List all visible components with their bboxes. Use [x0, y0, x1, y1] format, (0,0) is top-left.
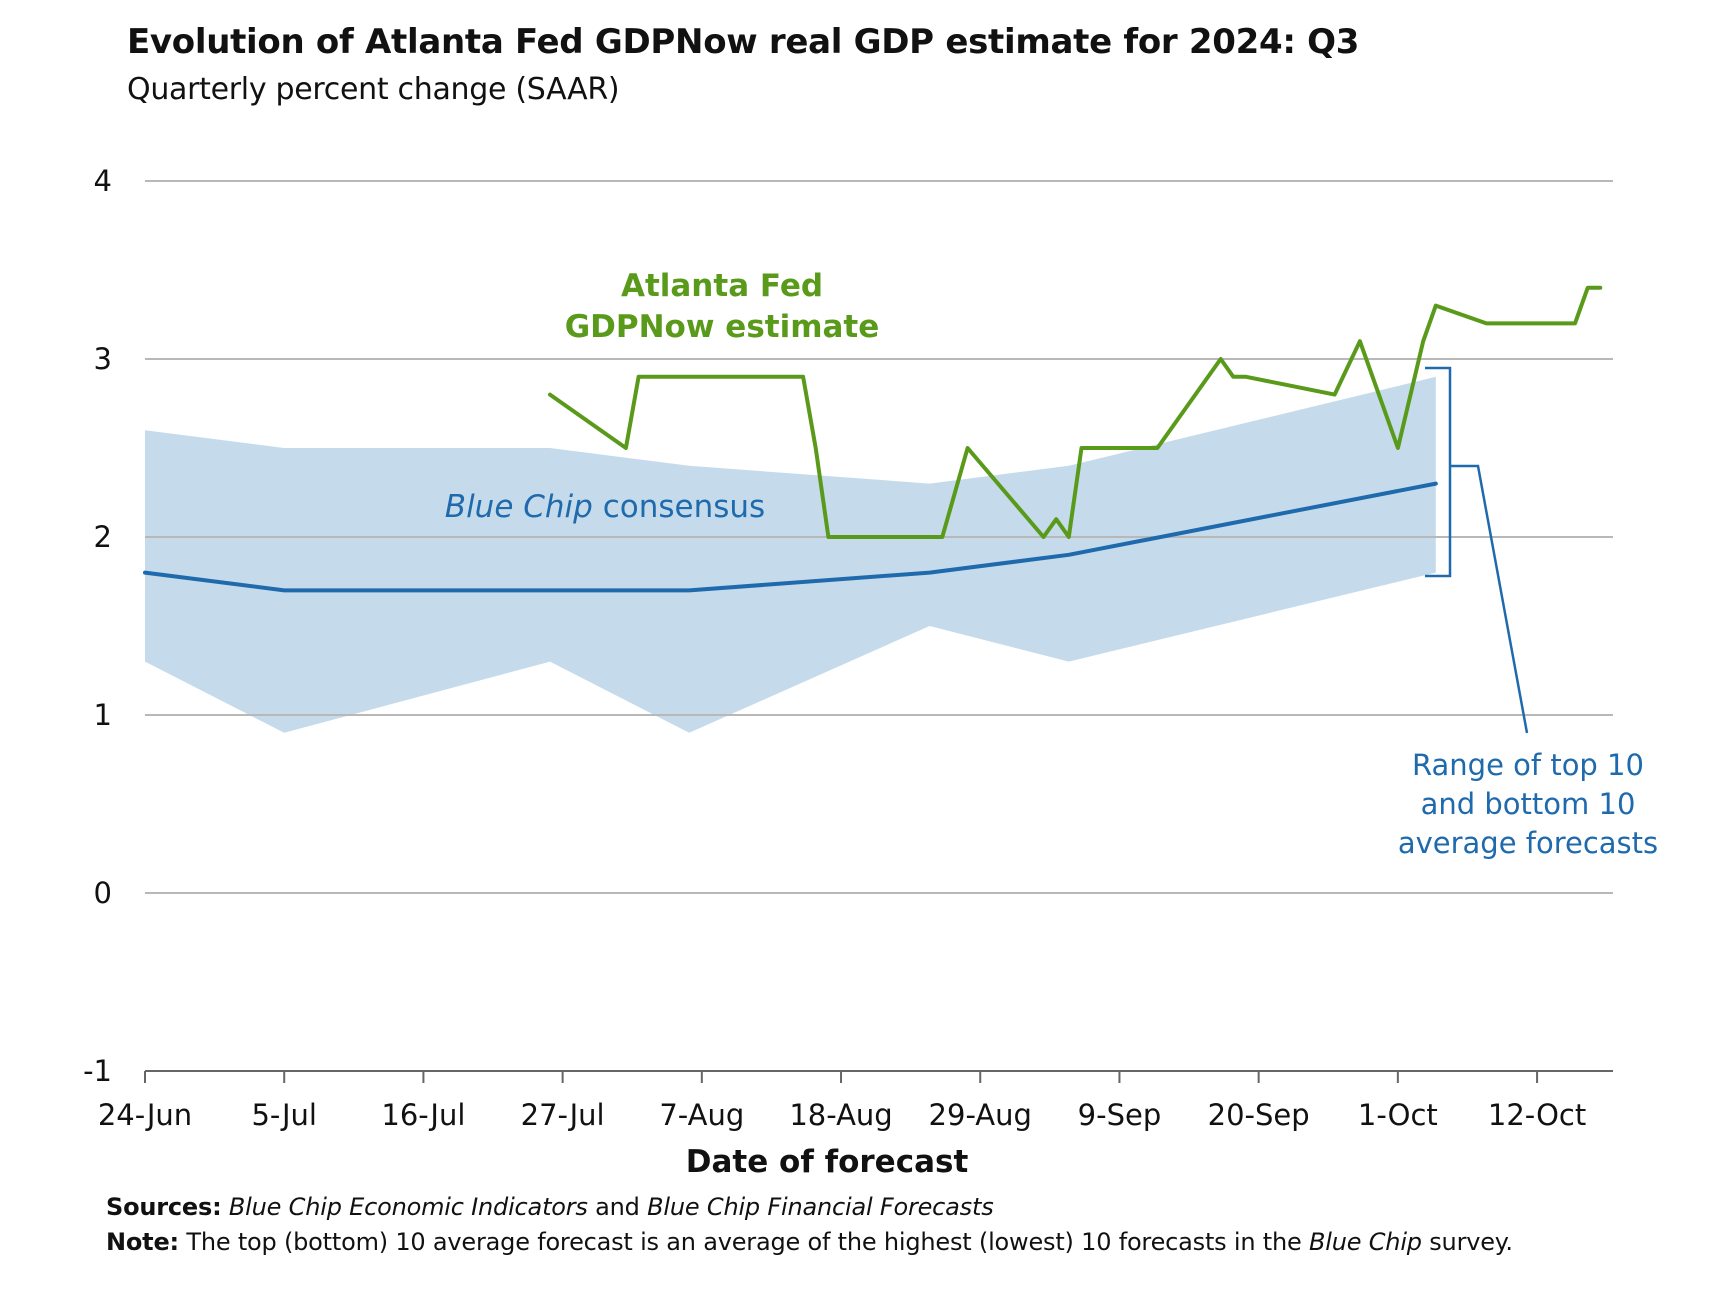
x-tick-label-0: 24-Jun [98, 1098, 192, 1132]
x-tick-label-8: 20-Sep [1208, 1098, 1310, 1132]
x-tick-label-7: 9-Sep [1078, 1098, 1162, 1132]
range-annotation-line3: average forecasts [1398, 826, 1658, 860]
range-annotation-line1: Range of top 10 [1412, 748, 1644, 782]
y-tick-label--1: -1 [83, 1054, 112, 1088]
note-italic: Blue Chip [1309, 1228, 1422, 1256]
consensus-line [143, 481, 1438, 593]
x-tick-label-6: 29-Aug [929, 1098, 1032, 1132]
x-tick-label-4: 7-Aug [659, 1098, 744, 1132]
gdpnow-annotation-line1: Atlanta Fed [621, 268, 823, 304]
sources-part2: Blue Chip Financial Forecasts [647, 1193, 994, 1221]
sources-and: and [587, 1193, 648, 1221]
note-label: Note: [106, 1228, 179, 1256]
x-axis-label: Date of forecast [686, 1144, 969, 1180]
note-end: survey. [1421, 1228, 1513, 1256]
y-tick-label-3: 3 [94, 342, 112, 376]
x-tick-label-10: 12-Oct [1488, 1098, 1586, 1132]
chart-subtitle: Quarterly percent change (SAAR) [127, 72, 620, 107]
sources-label: Sources: [106, 1193, 222, 1221]
consensus-annotation-rest: consensus [593, 489, 765, 525]
series-layer [143, 285, 1603, 593]
note-line: Note: The top (bottom) 10 average foreca… [106, 1225, 1606, 1260]
y-tick-label-1: 1 [94, 698, 112, 732]
gdpnow-line [548, 285, 1603, 539]
sources-line: Sources: Blue Chip Economic Indicators a… [106, 1190, 1606, 1225]
y-tick-label-0: 0 [94, 876, 112, 910]
x-tick-label-3: 27-Jul [521, 1098, 605, 1132]
note-text: The top (bottom) 10 average forecast is … [178, 1228, 1310, 1256]
footer: Sources: Blue Chip Economic Indicators a… [106, 1190, 1606, 1260]
consensus-annotation-italic: Blue Chip [445, 489, 593, 525]
chart-title: Evolution of Atlanta Fed GDPNow real GDP… [127, 22, 1360, 62]
axis-layer: 24-Jun 5-Jul 16-Jul 27-Jul 7-Aug 18-Aug 29-Aug… [98, 1070, 1613, 1132]
x-tick-label-9: 1-Oct [1358, 1098, 1438, 1132]
range-annotation-line2: and bottom 10 [1421, 787, 1636, 821]
range-band [145, 376, 1436, 733]
range-band-layer [145, 376, 1436, 733]
gdpnow-annotation-line2: GDPNow estimate [565, 309, 880, 345]
x-tick-label-5: 18-Aug [789, 1098, 892, 1132]
y-tick-label-4: 4 [94, 164, 112, 198]
range-bracket [1425, 366, 1529, 734]
x-tick-label-2: 16-Jul [381, 1098, 465, 1132]
consensus-annotation: Blue Chip consensus [445, 489, 765, 525]
sources-part1: Blue Chip Economic Indicators [228, 1193, 588, 1221]
y-tick-label-2: 2 [94, 520, 112, 554]
annotation-layer: Atlanta Fed GDPNow estimate Blue Chip co… [445, 268, 1658, 860]
x-tick-label-1: 5-Jul [251, 1098, 317, 1132]
